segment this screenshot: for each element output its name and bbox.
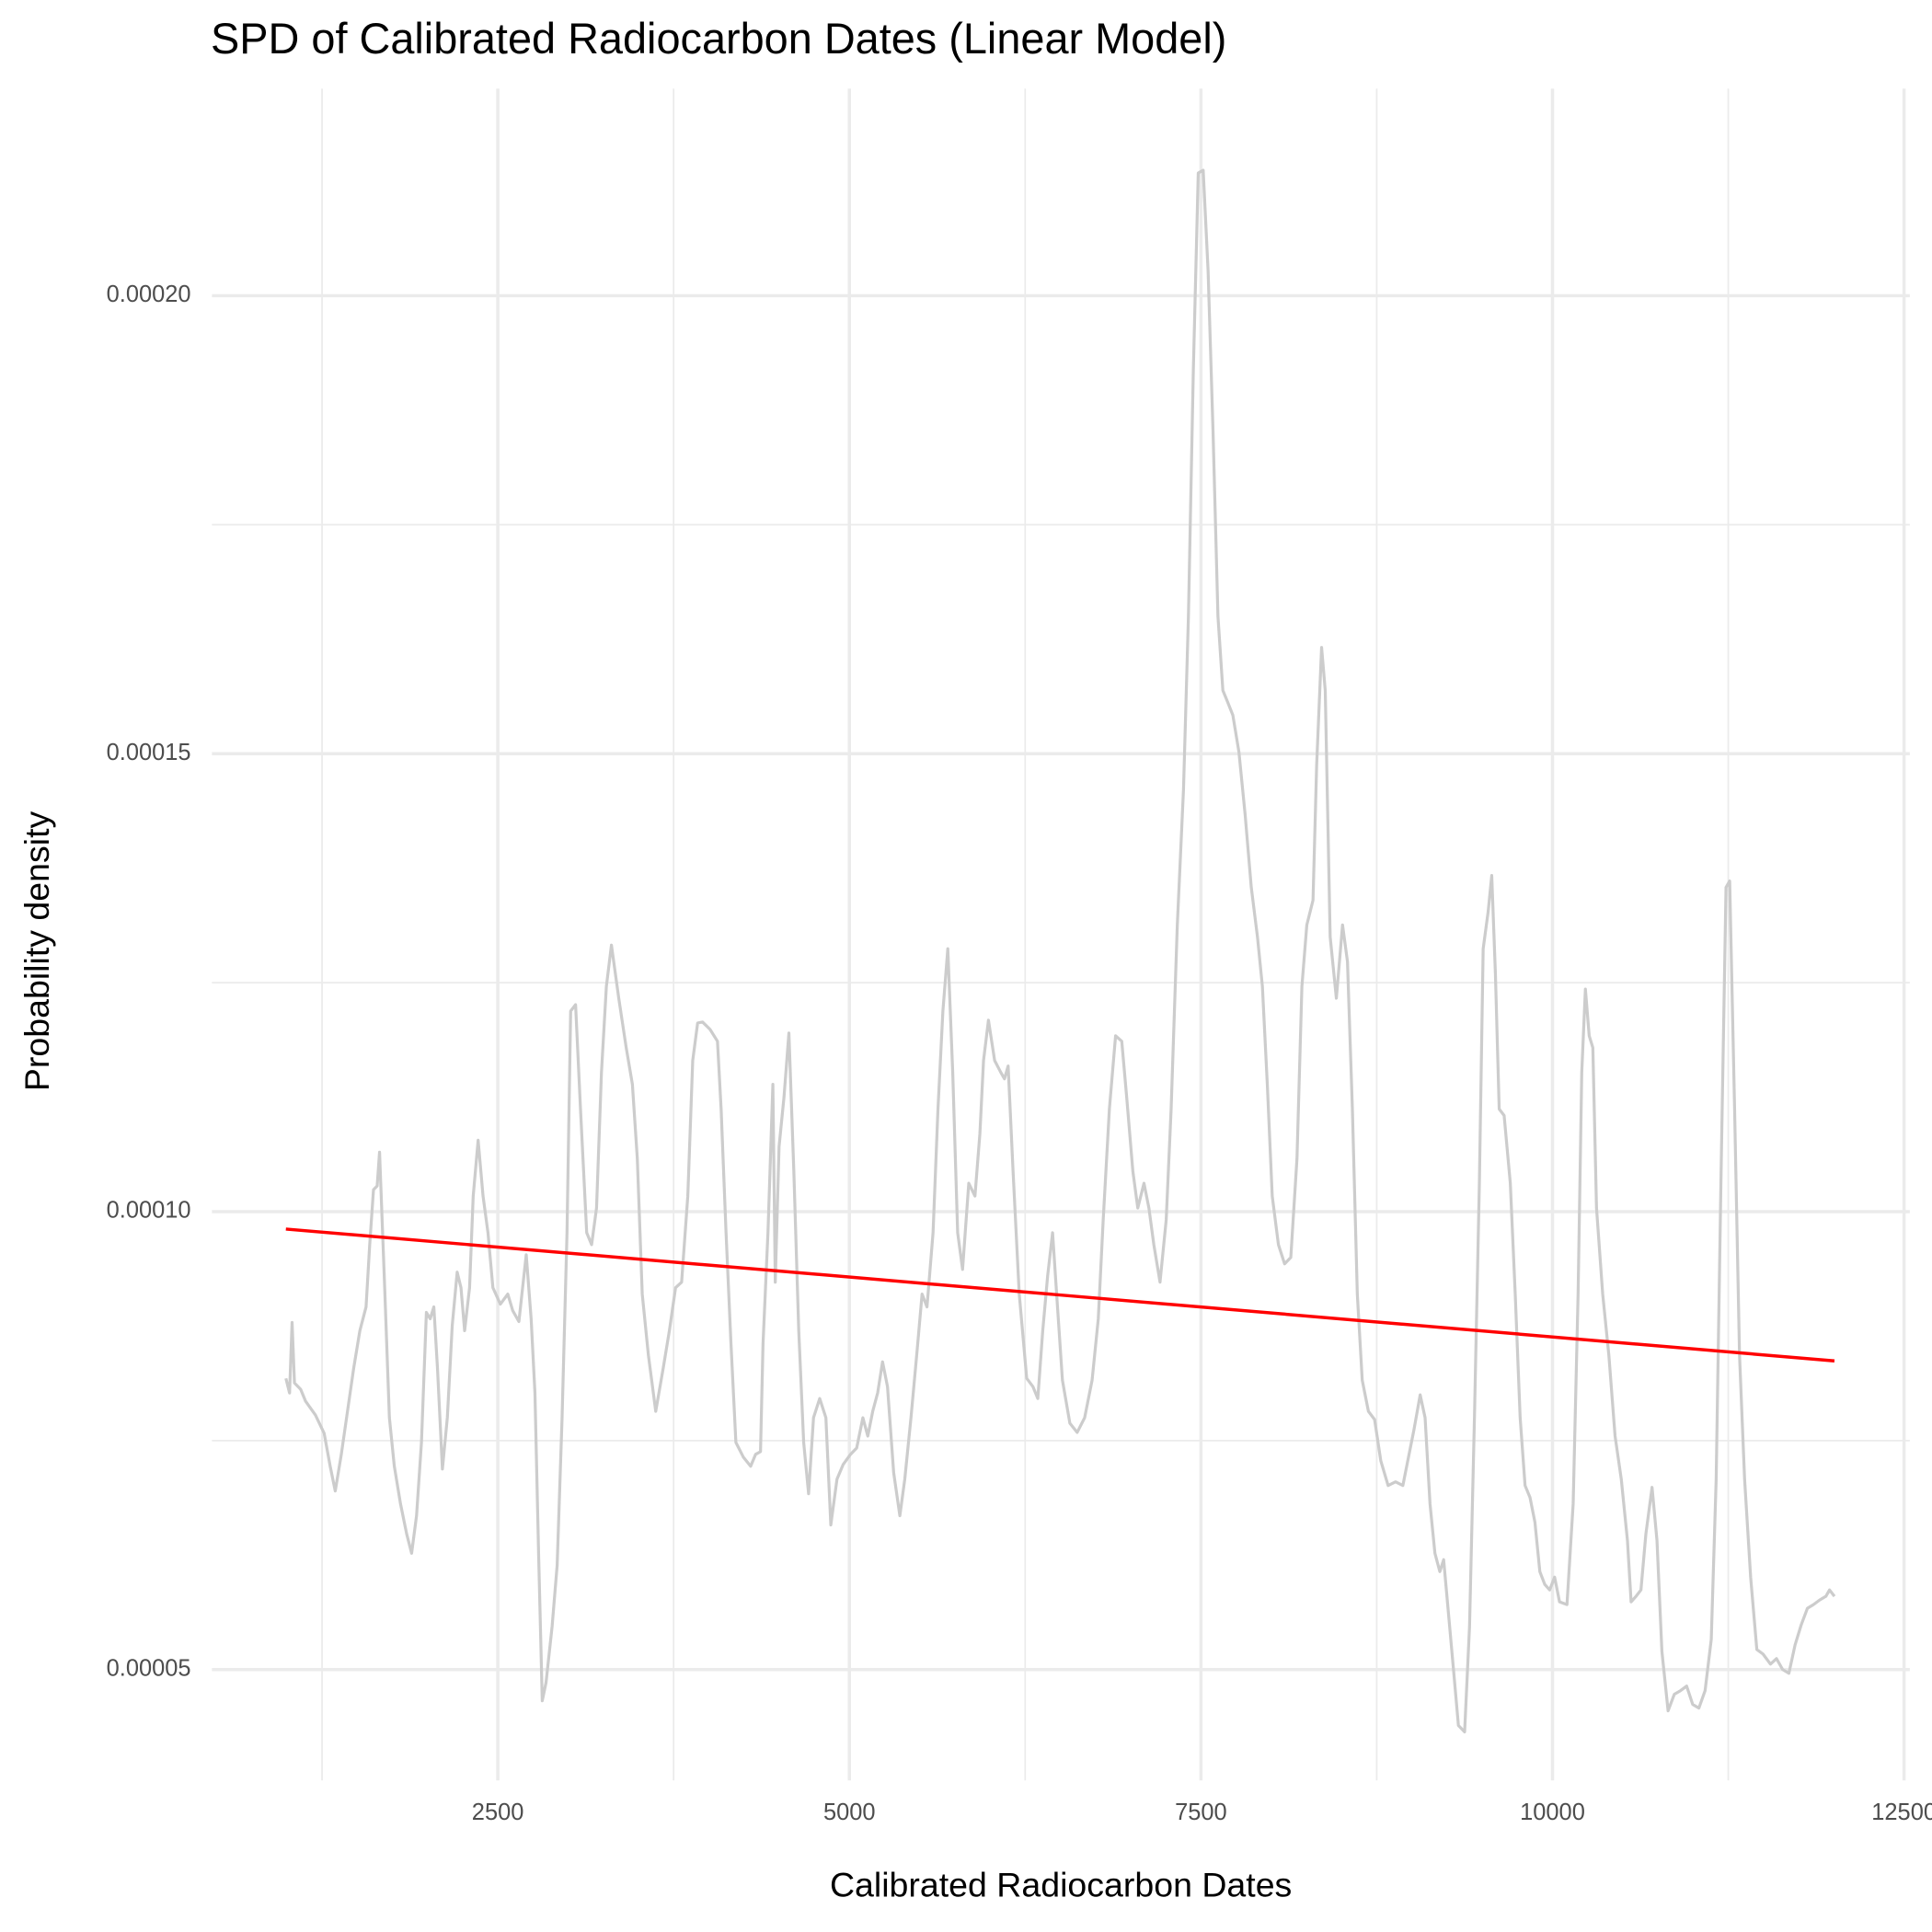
spd-line bbox=[284, 168, 1836, 1734]
y-tick-label: 0.00020 bbox=[107, 282, 191, 307]
chart-title: SPD of Calibrated Radiocarbon Dates (Lin… bbox=[211, 15, 1226, 63]
x-tick-label: 5000 bbox=[823, 1800, 876, 1825]
x-axis-title: Calibrated Radiocarbon Dates bbox=[830, 1866, 1292, 1904]
x-tick-label: 10000 bbox=[1520, 1800, 1585, 1825]
y-axis-title: Probability density bbox=[17, 811, 56, 1092]
y-tick-label: 0.00015 bbox=[107, 740, 191, 765]
x-tick-label: 2500 bbox=[472, 1800, 524, 1825]
trend-line bbox=[285, 1227, 1835, 1363]
x-tick-label: 7500 bbox=[1175, 1800, 1227, 1825]
y-tick-label: 0.00010 bbox=[107, 1198, 191, 1224]
x-tick-label: 12500 bbox=[1871, 1800, 1932, 1825]
y-tick-label: 0.00005 bbox=[107, 1656, 191, 1682]
